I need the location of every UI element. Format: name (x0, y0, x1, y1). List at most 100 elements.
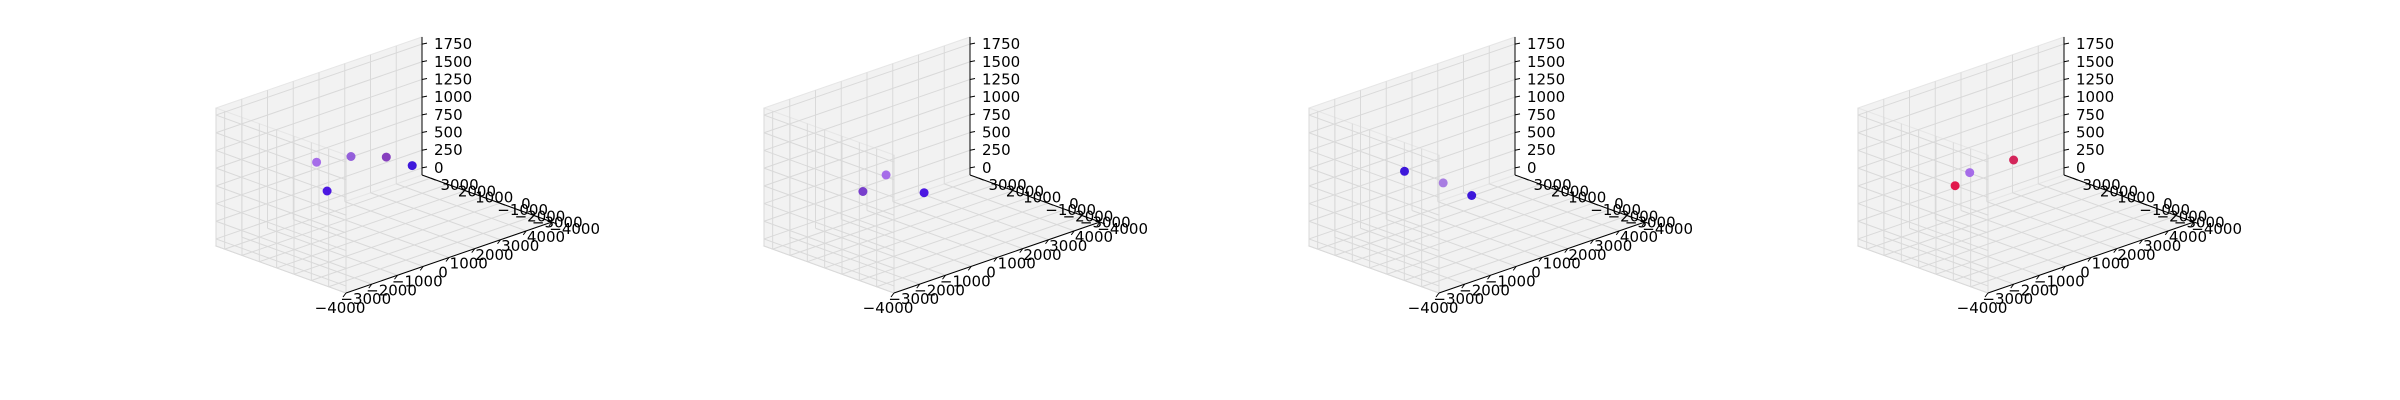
y-tick-label: −2000 (515, 207, 566, 225)
x-tick-label: 1000 (998, 255, 1036, 273)
scatter-point (1467, 191, 1477, 200)
x-tick-label: −1000 (2034, 272, 2085, 290)
x-tick-label: 0 (986, 264, 996, 282)
x-tick-label: 4000 (1620, 228, 1658, 246)
y-tick-label: −1000 (2139, 201, 2190, 219)
x-tick-label: 2000 (2117, 246, 2155, 264)
x-tick-label: 4000 (1075, 228, 1113, 246)
z-tick-label: 500 (434, 124, 463, 142)
y-tick-label: −1000 (1045, 201, 1096, 219)
x-tick-label: 2000 (1023, 246, 1061, 264)
z-tick-label: 0 (1527, 159, 1537, 177)
z-tick-label: 1500 (982, 53, 1020, 71)
z-tick-label: 1250 (434, 70, 472, 88)
z-tick-label: 750 (1527, 106, 1556, 124)
z-tick-label: 1750 (1527, 35, 1565, 53)
x-tick-label: −4000 (1408, 299, 1459, 317)
x-tick-label: 0 (2080, 264, 2090, 282)
x-tick-label: 3000 (2143, 237, 2181, 255)
scatter-point (1950, 181, 1960, 191)
x-tick-label: 1000 (1543, 255, 1581, 273)
y-tick-label: 0 (2163, 195, 2173, 213)
z-tick-label: 1250 (982, 70, 1020, 88)
z-tick-label: 0 (434, 159, 444, 177)
z-tick-label: 500 (2076, 124, 2105, 142)
z-tick-label: 250 (982, 141, 1011, 159)
x-tick-label: 4000 (2169, 228, 2207, 246)
y-tick-label: 0 (1069, 195, 1079, 213)
z-tick-label: 500 (982, 124, 1011, 142)
x-tick-label: 3000 (1049, 237, 1087, 255)
y-tick-label: −1000 (1590, 201, 1641, 219)
z-tick-label: 250 (1527, 141, 1556, 159)
y-tick-label: 3000 (988, 176, 1026, 194)
scatter-point (1400, 166, 1409, 176)
y-tick-label: 3000 (1533, 176, 1571, 194)
y-tick-label: 3000 (440, 176, 478, 194)
x-tick-label: 2000 (475, 246, 513, 264)
x-tick-label: 0 (1531, 264, 1541, 282)
y-tick-label: 1000 (1023, 189, 1061, 207)
x-tick-label: 2000 (1568, 246, 1606, 264)
scatter-point (919, 188, 929, 198)
y-tick-label: −3000 (1625, 214, 1676, 232)
y-tick-label: 2000 (458, 182, 496, 200)
x-tick-label: −3000 (1982, 290, 2033, 308)
x-tick-label: −2000 (2008, 281, 2059, 299)
y-tick-label: −4000 (2191, 220, 2242, 238)
y-tick-label: −4000 (1097, 220, 1148, 238)
scatter-point (322, 186, 332, 196)
scatter-point (881, 170, 891, 180)
y-tick-label: −4000 (549, 220, 600, 238)
scatter-point (858, 187, 868, 196)
z-tick-label: 750 (2076, 106, 2105, 124)
scatter-point (2009, 155, 2019, 165)
z-tick-label: 1000 (2076, 88, 2114, 106)
x-tick-label: 1000 (450, 255, 488, 273)
x-tick-label: −2000 (1459, 281, 1510, 299)
y-tick-label: 2000 (2100, 182, 2138, 200)
x-tick-label: 4000 (527, 228, 565, 246)
y-tick-label: 1000 (2117, 189, 2155, 207)
x-tick-label: −1000 (392, 272, 443, 290)
y-tick-label: 0 (1614, 195, 1624, 213)
y-tick-label: −3000 (1080, 214, 1131, 232)
x-tick-label: −3000 (1433, 290, 1484, 308)
z-tick-label: 500 (1527, 124, 1556, 142)
z-tick-label: 1250 (2076, 70, 2114, 88)
scatter-point (407, 161, 417, 171)
scatter-point (381, 152, 391, 162)
y-tick-label: 0 (521, 195, 531, 213)
x-tick-label: −1000 (1485, 272, 1536, 290)
z-tick-label: 1000 (1527, 88, 1565, 106)
x-tick-label: −4000 (1957, 299, 2008, 317)
x-tick-label: −4000 (863, 299, 914, 317)
y-tick-label: −2000 (2157, 207, 2208, 225)
y-tick-label: 2000 (1551, 182, 1589, 200)
x-tick-label: −2000 (366, 281, 417, 299)
z-tick-label: 1000 (982, 88, 1020, 106)
x-tick-label: 3000 (1594, 237, 1632, 255)
z-tick-label: 0 (982, 159, 992, 177)
z-tick-label: 750 (434, 106, 463, 124)
z-tick-label: 0 (2076, 159, 2086, 177)
z-tick-label: 1000 (434, 88, 472, 106)
y-tick-label: 1000 (475, 189, 513, 207)
y-tick-label: 3000 (2082, 176, 2120, 194)
y-tick-label: −2000 (1063, 207, 1114, 225)
z-tick-label: 1250 (1527, 70, 1565, 88)
x-tick-label: −4000 (315, 299, 366, 317)
y-tick-label: −1000 (497, 201, 548, 219)
z-tick-label: 250 (2076, 141, 2105, 159)
y-tick-label: −3000 (2174, 214, 2225, 232)
x-tick-label: −3000 (340, 290, 391, 308)
x-tick-label: 1000 (2092, 255, 2130, 273)
y-tick-label: −2000 (1608, 207, 1659, 225)
scatter-point (346, 152, 356, 161)
z-tick-label: 1750 (982, 35, 1020, 53)
x-tick-label: −1000 (940, 272, 991, 290)
